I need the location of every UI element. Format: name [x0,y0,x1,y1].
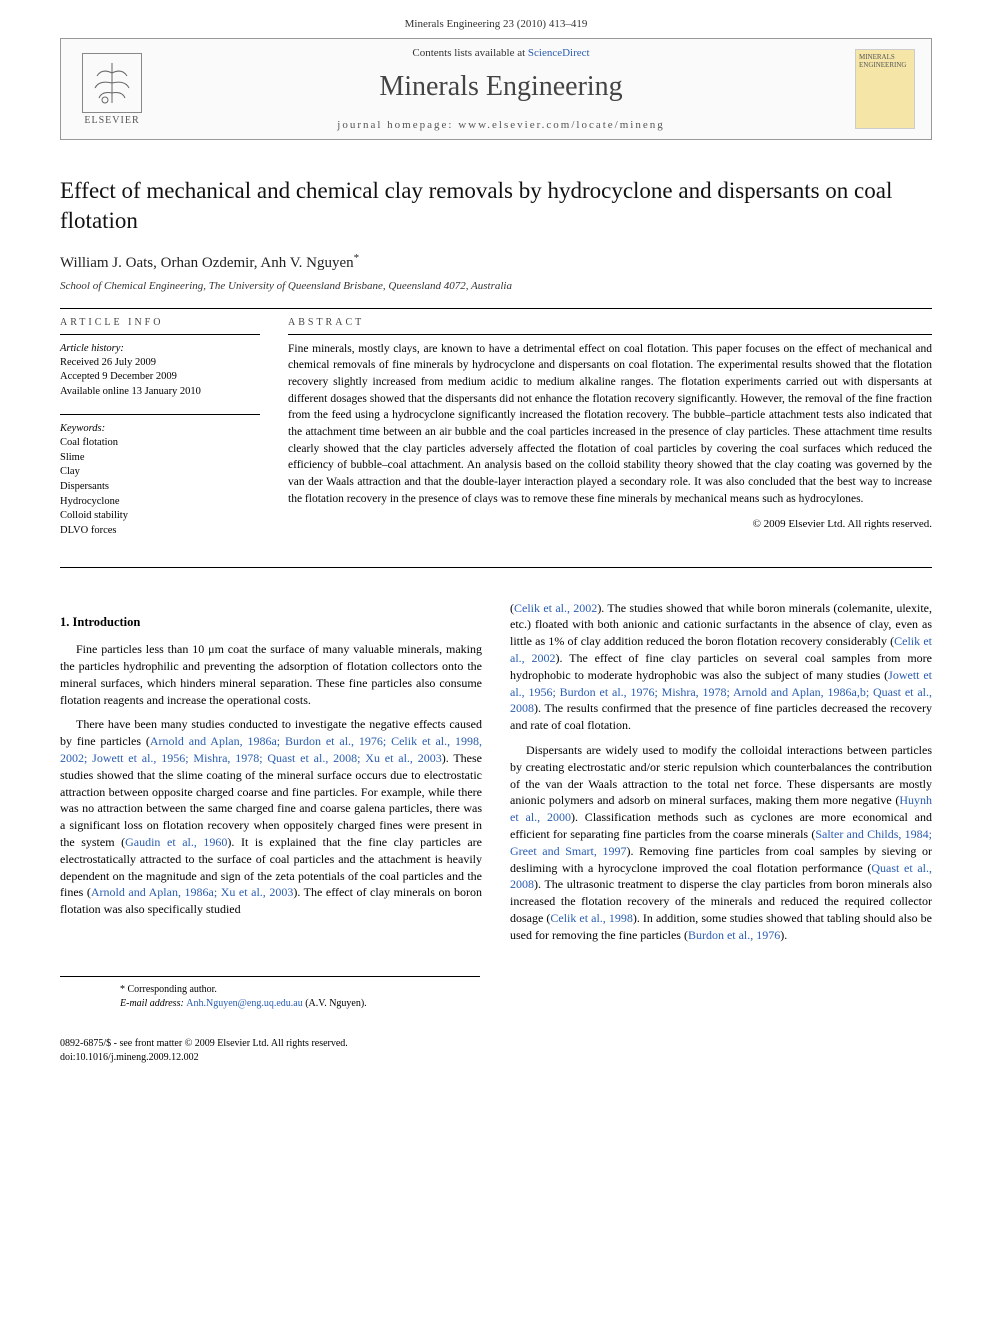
article-info-col: ARTICLE INFO Article history: Received 2… [60,317,260,553]
authors: William J. Oats, Orhan Ozdemir, Anh V. N… [60,252,932,272]
email-link[interactable]: Anh.Nguyen@eng.uq.edu.au [186,998,302,1009]
divider [60,334,260,335]
body-paragraph: There have been many studies conducted t… [60,716,482,918]
body-col-left: 1. Introduction Fine particles less than… [60,600,482,952]
abstract-col: ABSTRACT Fine minerals, mostly clays, ar… [288,317,932,553]
body-paragraph: Dispersants are widely used to modify th… [510,742,932,944]
keywords-block: Keywords: Coal flotation Slime Clay Disp… [60,423,260,539]
keyword-item: Slime [60,451,260,466]
article-header: Effect of mechanical and chemical clay r… [0,140,992,590]
abstract-heading: ABSTRACT [288,317,932,328]
article-history-block: Article history: Received 26 July 2009 A… [60,343,260,400]
affiliation: School of Chemical Engineering, The Univ… [60,280,932,292]
homepage-line: journal homepage: www.elsevier.com/locat… [147,119,855,131]
page-header: Minerals Engineering 23 (2010) 413–419 [0,0,992,38]
doi-line: doi:10.1016/j.mineng.2009.12.002 [60,1051,932,1065]
issn-line: 0892-6875/$ - see front matter © 2009 El… [60,1037,932,1051]
history-item: Available online 13 January 2010 [60,385,260,400]
elsevier-logo: ELSEVIER [77,49,147,129]
email-label: E-mail address: [120,998,186,1009]
homepage-url[interactable]: www.elsevier.com/locate/mineng [458,119,665,131]
abstract-copyright: © 2009 Elsevier Ltd. All rights reserved… [288,518,932,530]
history-item: Received 26 July 2009 [60,356,260,371]
history-label: Article history: [60,343,260,354]
body-text: ). The results confirmed that the presen… [510,701,932,732]
divider [60,414,260,415]
history-item: Accepted 9 December 2009 [60,370,260,385]
divider [60,308,932,309]
corr-marker: * [354,252,360,264]
contents-prefix: Contents lists available at [412,47,527,59]
citation-ref[interactable]: Celik et al., 2002 [514,601,597,615]
body-paragraph: Fine particles less than 10 μm coat the … [60,641,482,708]
divider [288,334,932,335]
meta-abstract-row: ARTICLE INFO Article history: Received 2… [60,317,932,553]
body-text: ). [780,928,787,942]
elsevier-name: ELSEVIER [84,115,139,126]
corr-author-label: * Corresponding author. [120,983,420,997]
article-title: Effect of mechanical and chemical clay r… [60,176,932,236]
keywords-label: Keywords: [60,423,260,434]
keyword-item: Colloid stability [60,509,260,524]
sciencedirect-link[interactable]: ScienceDirect [528,47,590,59]
bottom-bar: 0892-6875/$ - see front matter © 2009 El… [0,1031,992,1083]
body-col-right: (Celik et al., 2002). The studies showed… [510,600,932,952]
corresponding-footnote: * Corresponding author. E-mail address: … [60,976,480,1031]
citation-ref[interactable]: Burdon et al., 1976 [688,928,780,942]
citation-ref[interactable]: Arnold and Aplan, 1986a; Xu et al., 2003 [91,885,293,899]
keyword-item: Coal flotation [60,436,260,451]
contents-line: Contents lists available at ScienceDirec… [147,47,855,59]
article-info-heading: ARTICLE INFO [60,317,260,328]
elsevier-tree-icon [82,53,142,113]
body-paragraph: (Celik et al., 2002). The studies showed… [510,600,932,734]
section-heading: 1. Introduction [60,614,482,632]
banner-center: Contents lists available at ScienceDirec… [147,47,855,131]
citation-ref[interactable]: Celik et al., 1998 [550,911,632,925]
citation-ref[interactable]: Gaudin et al., 1960 [125,835,227,849]
body-text: ). The effect of fine clay particles on … [510,651,932,682]
homepage-prefix: journal homepage: [337,119,458,131]
keyword-item: Clay [60,465,260,480]
email-suffix: (A.V. Nguyen). [303,998,367,1009]
body-columns: 1. Introduction Fine particles less than… [0,590,992,952]
keyword-item: DLVO forces [60,524,260,539]
email-line: E-mail address: Anh.Nguyen@eng.uq.edu.au… [120,997,420,1011]
journal-name: Minerals Engineering [147,71,855,103]
authors-text: William J. Oats, Orhan Ozdemir, Anh V. N… [60,255,354,271]
body-text: Fine particles less than 10 μm coat the … [60,642,482,706]
journal-banner: ELSEVIER Contents lists available at Sci… [60,38,932,140]
keyword-item: Dispersants [60,480,260,495]
journal-cover-thumb: MINERALS ENGINEERING [855,49,915,129]
divider [60,567,932,568]
abstract-text: Fine minerals, mostly clays, are known t… [288,341,932,508]
keyword-item: Hydrocyclone [60,495,260,510]
citation-text: Minerals Engineering 23 (2010) 413–419 [405,18,588,30]
journal-thumb-text: MINERALS ENGINEERING [859,53,911,69]
body-text: Dispersants are widely used to modify th… [510,743,932,807]
